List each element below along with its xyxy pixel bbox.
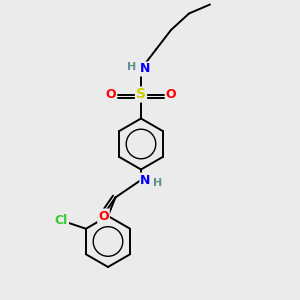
Text: N: N [140, 173, 151, 187]
Text: Cl: Cl [55, 214, 68, 227]
Text: H: H [127, 62, 136, 73]
Text: N: N [140, 62, 151, 76]
Text: O: O [106, 88, 116, 101]
Text: O: O [98, 209, 109, 223]
Text: H: H [153, 178, 162, 188]
Text: S: S [136, 88, 146, 101]
Text: O: O [166, 88, 176, 101]
